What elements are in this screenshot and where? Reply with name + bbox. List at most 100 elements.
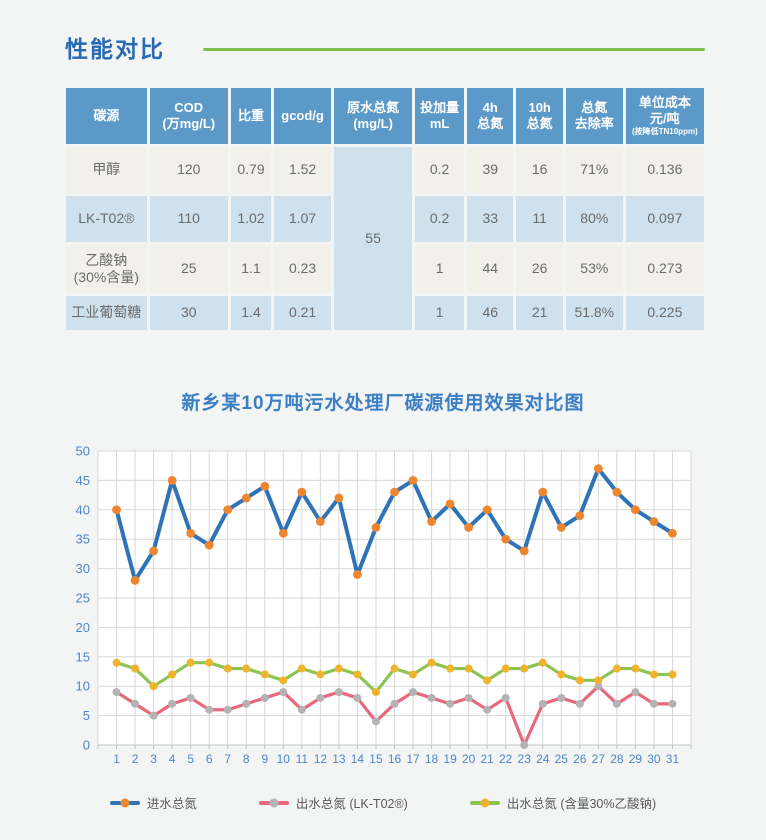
series-marker-0 <box>593 464 603 474</box>
series-marker-1 <box>316 693 325 702</box>
series-marker-0 <box>501 534 511 544</box>
series-marker-0 <box>464 523 474 532</box>
x-axis-tick-label: 13 <box>332 752 346 766</box>
table-cell: 1.4 <box>230 296 272 330</box>
x-axis-tick-label: 3 <box>150 752 157 766</box>
series-marker-2 <box>279 676 288 685</box>
table-cell: 1.02 <box>230 196 272 242</box>
series-marker-0 <box>130 575 140 585</box>
table-cell: 1.52 <box>274 147 331 193</box>
section-rule-line <box>203 47 705 51</box>
x-axis-tick-label: 30 <box>647 752 661 766</box>
y-axis-tick-label: 10 <box>76 679 90 694</box>
series-marker-2 <box>649 670 658 679</box>
table-cell: 1 <box>415 245 465 293</box>
series-marker-0 <box>241 493 251 503</box>
series-marker-0 <box>427 517 436 526</box>
series-marker-2 <box>260 670 269 679</box>
x-axis-tick-label: 22 <box>499 752 513 766</box>
legend-label: 进水总氮 <box>146 797 197 811</box>
series-marker-2 <box>186 658 195 667</box>
series-marker-1 <box>297 705 306 714</box>
series-marker-2 <box>594 676 603 685</box>
series-marker-2 <box>149 682 158 691</box>
table-cell: 1.07 <box>274 196 331 242</box>
x-axis-tick-label: 1 <box>113 752 120 766</box>
column-header: 比重 <box>230 88 272 144</box>
x-axis-tick-label: 19 <box>443 752 457 766</box>
legend-swatch-outlet-tn-acetate-icon <box>469 798 500 807</box>
series-marker-1 <box>371 717 380 726</box>
x-axis-tick-label: 15 <box>369 752 383 766</box>
series-marker-0 <box>612 487 622 497</box>
column-header: 原水总氮 (mg/L) <box>333 88 413 144</box>
series-marker-1 <box>112 688 121 697</box>
series-marker-1 <box>631 688 640 697</box>
table-cell: 0.225 <box>625 296 704 330</box>
x-axis-tick-label: 5 <box>187 752 194 766</box>
chart-title: 新乡某10万吨污水处理厂碳源使用效果对比图 <box>181 393 585 414</box>
table-row: 工业葡萄糖 30 1.4 0.21 1 46 21 51.8% 0.225 <box>66 296 704 330</box>
series-marker-0 <box>186 528 196 538</box>
series-marker-2 <box>538 658 547 667</box>
series-marker-0 <box>649 517 659 526</box>
table-cell: 120 <box>149 147 228 193</box>
x-axis-tick-label: 8 <box>243 752 250 766</box>
series-marker-1 <box>575 699 584 708</box>
series-marker-0 <box>315 517 325 526</box>
column-header: 总氮 去除率 <box>565 88 623 144</box>
series-marker-1 <box>427 693 436 702</box>
series-marker-0 <box>575 511 585 521</box>
table-cell: 25 <box>149 245 228 293</box>
series-marker-0 <box>353 570 362 579</box>
y-axis-tick-label: 40 <box>76 502 90 517</box>
series-marker-2 <box>575 676 584 685</box>
series-marker-1 <box>131 699 140 708</box>
column-header: 单位成本 元/吨 (按降低TN10ppm) <box>625 88 704 144</box>
table-cell: 1 <box>415 296 465 330</box>
series-marker-2 <box>390 664 399 673</box>
series-marker-0 <box>278 528 288 538</box>
section-title: 性能对比 <box>65 36 165 62</box>
series-marker-1 <box>446 699 455 708</box>
table-cell: 16 <box>516 147 563 193</box>
table-cell: 甲醇 <box>66 147 147 193</box>
series-marker-0 <box>408 476 418 485</box>
legend-item-outlet-tn-lkt02: 出水总氮 (LK-T02®) <box>258 793 408 812</box>
series-marker-2 <box>446 664 455 673</box>
series-marker-2 <box>631 664 640 673</box>
x-axis-tick-label: 11 <box>296 752 309 766</box>
table-header-row: 碳源 COD (万mg/L) 比重 gcod/g 原水总氮 (mg/L) 投加量 mL 4h… <box>66 88 704 144</box>
table-row: 甲醇 120 0.79 1.52 55 0.2 39 16 71% 0.136 <box>66 147 704 330</box>
series-marker-0 <box>167 476 177 485</box>
table-cell: 51.8% <box>565 296 623 330</box>
table-row: 乙酸钠 (30%含量) 25 1.1 0.23 1 44 26 53% 0.273 <box>66 245 704 293</box>
x-axis-tick-label: 26 <box>573 752 587 766</box>
series-marker-1 <box>205 705 214 714</box>
legend-dot-icon <box>480 798 490 807</box>
table-cell: 71% <box>565 147 623 193</box>
table-cell: 工业葡萄糖 <box>66 296 147 330</box>
legend-swatch-inlet-tn-icon <box>109 798 140 807</box>
series-marker-2 <box>131 664 140 673</box>
series-marker-1 <box>223 705 232 714</box>
table-cell: 乙酸钠 (30%含量) <box>66 245 147 293</box>
series-marker-2 <box>297 664 306 673</box>
x-axis-tick-label: 25 <box>555 752 569 766</box>
y-axis-tick-label: 5 <box>83 708 90 723</box>
table-body: 甲醇 120 0.79 1.52 55 0.2 39 16 71% 0.136 LK-T02® 110… <box>66 147 704 330</box>
table-cell: 0.21 <box>274 296 331 330</box>
table-cell: 0.2 <box>415 147 465 193</box>
y-axis-tick-label: 0 <box>83 738 90 753</box>
series-marker-1 <box>409 688 418 697</box>
series-marker-1 <box>242 699 251 708</box>
series-marker-2 <box>371 688 380 697</box>
table-cell: 80% <box>565 196 623 242</box>
series-marker-2 <box>242 664 251 673</box>
legend-dot-icon <box>269 798 279 807</box>
y-axis-tick-label: 20 <box>76 620 90 635</box>
series-marker-1 <box>390 699 399 708</box>
series-marker-1 <box>186 693 195 702</box>
series-marker-0 <box>112 505 121 515</box>
